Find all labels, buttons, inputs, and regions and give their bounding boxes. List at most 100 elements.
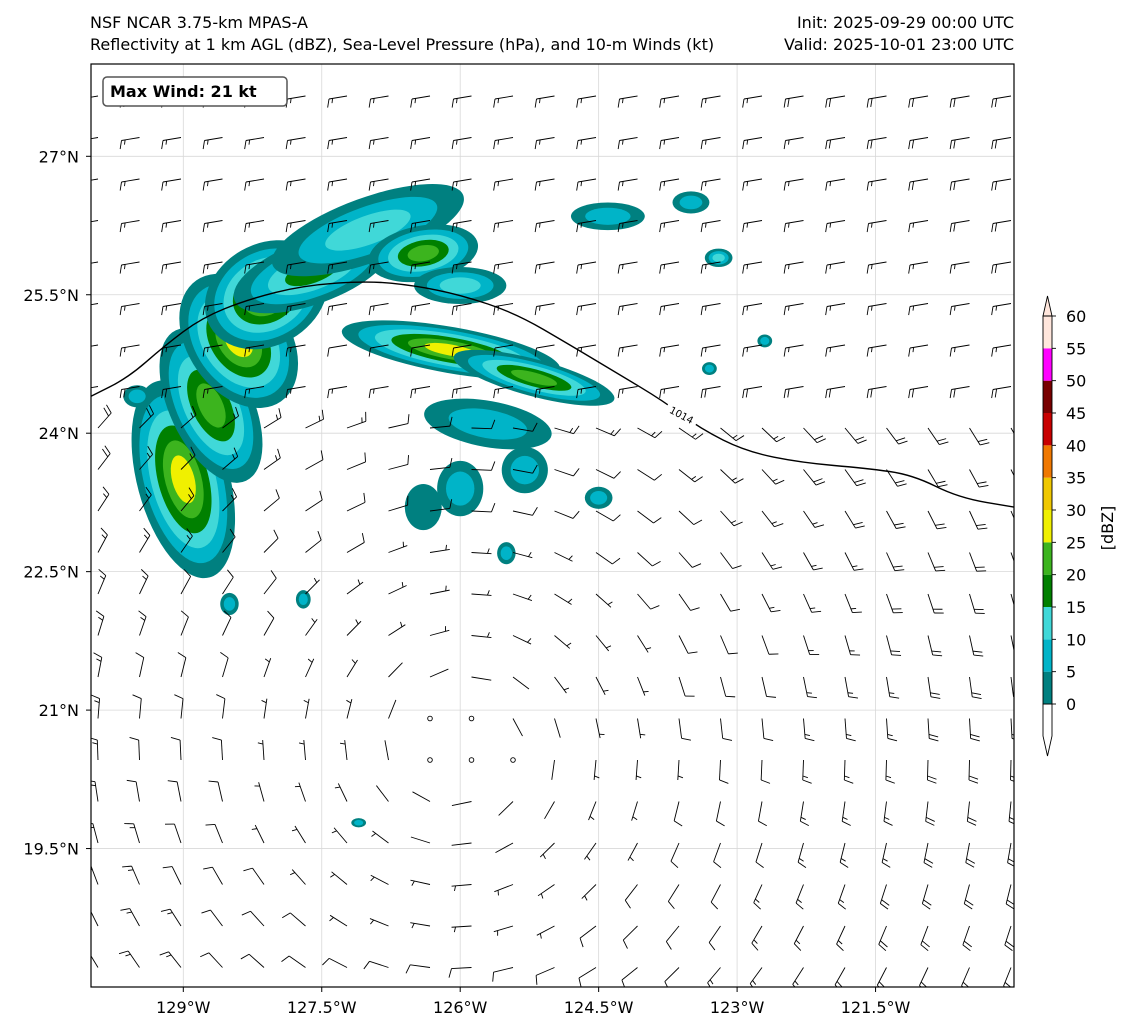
wind-barb [135,652,145,678]
wind-barb [448,967,472,978]
wind-barb [783,303,804,316]
wind-barb [886,427,908,445]
wind-barb [346,533,365,553]
colorbar-tick-label: 20 [1066,566,1086,585]
wind-barb [991,344,1012,357]
wind-barb [261,698,268,719]
wind-barb [119,178,140,191]
wind-barb [659,386,680,399]
wind-barb [91,386,99,389]
wind-barb [720,676,736,698]
wind-barb [667,884,680,910]
wind-barb [617,95,638,108]
wind-barb [244,303,265,316]
wind-barb [969,593,985,614]
wind-barb [908,261,929,274]
calm-wind-marker [468,715,475,722]
wind-barb [579,925,597,948]
wind-barb [554,676,570,694]
wind-barb [512,552,533,559]
wind-barb [803,635,820,656]
wind-barb [429,457,453,470]
wind-barb [700,220,721,233]
wind-barb [758,801,767,827]
wind-barb [294,782,306,802]
wind-barb [493,137,514,150]
wind-barb [91,137,99,140]
wind-barb [886,676,900,699]
wind-barb [244,178,265,191]
wind-barbs [91,95,1014,987]
wind-barb [368,344,389,357]
wind-barb [908,344,929,357]
wind-barb [678,676,695,697]
wind-barb [866,261,887,274]
lat-tick-label: 21°N [39,701,79,720]
wind-barb [969,635,984,657]
wind-barb [220,652,229,678]
wind-barb [595,593,613,608]
wind-barb [678,635,698,654]
colorbar-over-extension [1042,295,1053,317]
colorbar-segment [1043,671,1052,704]
wind-barb [949,95,970,108]
wind-barb [451,178,472,191]
wind-barb [202,137,223,150]
wind-barb [742,303,763,316]
wind-barb [700,303,721,316]
wind-barb [222,610,232,636]
wind-barb [927,510,947,530]
wind-barb [388,581,407,595]
reflectivity-contour [354,819,364,826]
wind-barb [866,220,887,233]
wind-barb [713,842,722,869]
wind-barb [200,952,223,968]
wind-barb [761,593,781,613]
wind-barb [886,593,903,614]
wind-barb [410,922,431,929]
wind-barb [966,801,977,826]
wind-barb [471,632,492,638]
colorbar-tick-label: 0 [1066,695,1076,714]
wind-barb [208,780,223,802]
wind-barb [129,736,140,761]
reflectivity-contour [510,455,540,485]
wind-barb [298,740,306,761]
wind-barb [330,871,348,885]
reflectivity-contour [448,408,528,440]
wind-barb [132,694,142,719]
wind-barb [346,579,364,595]
wind-barb [410,137,431,150]
wind-barb [451,386,472,399]
wind-barb [471,419,496,430]
wind-barb [755,842,764,869]
wind-barb [576,386,597,399]
wind-barb [322,957,348,968]
wind-barb [803,552,823,571]
wind-barb [578,967,597,987]
reflectivity-contour [679,195,703,210]
wind-barb [595,635,612,652]
reflectivity-cell [453,349,615,406]
colorbar-segment [1043,316,1052,349]
wind-barb [244,220,265,233]
reflectivity-cell [757,334,773,348]
lat-tick-label: 22.5°N [23,563,79,582]
wind-barb [451,137,472,150]
wind-barb [305,450,324,470]
colorbar-tick-label: 25 [1066,533,1086,552]
colorbar-tick-label: 50 [1066,372,1086,391]
wind-barb [201,909,223,927]
wind-barb [91,95,99,98]
wind-barb [285,137,306,150]
wind-barb [742,386,763,399]
wind-barb [429,544,450,553]
wind-barb [180,446,196,470]
wind-barb [991,137,1012,150]
reflectivity-cell [271,184,464,277]
wind-barb [180,528,193,553]
wind-barb [621,967,638,987]
wind-barb [451,303,472,316]
calm-wind-marker [427,715,433,722]
reflectivity-cell [702,362,717,376]
